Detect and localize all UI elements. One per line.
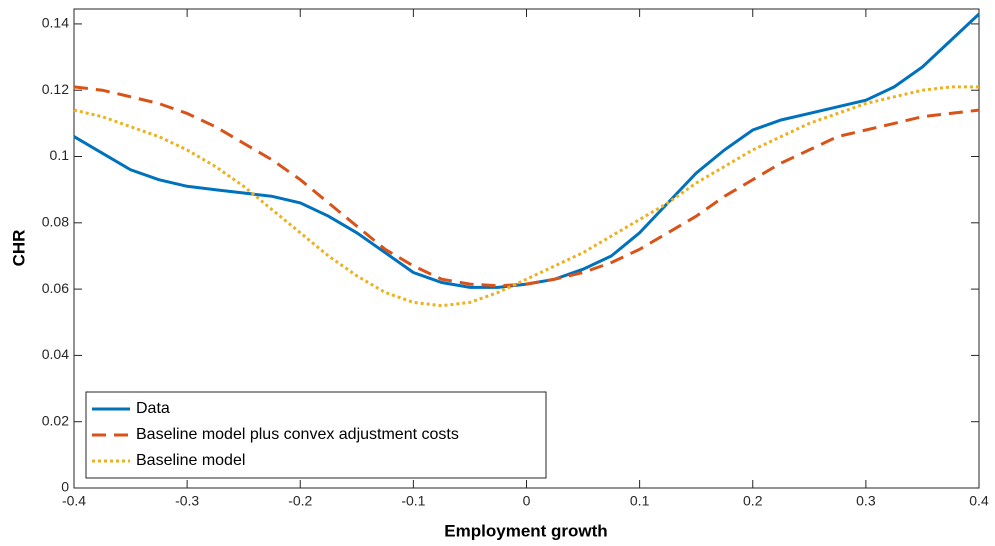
y-tick-label: 0 — [61, 479, 69, 495]
x-tick-label: -0.1 — [401, 493, 425, 509]
x-axis-label: Employment growth — [444, 521, 607, 540]
y-tick-label: 0.14 — [42, 15, 69, 31]
x-tick-label: 0.1 — [630, 493, 650, 509]
line-series — [73, 85, 979, 308]
x-tick-label: -0.4 — [62, 493, 86, 509]
x-tick-label: -0.3 — [175, 493, 199, 509]
legend-label: Data — [136, 400, 170, 417]
x-tick-label: -0.2 — [288, 493, 312, 509]
x-tick-label: 0.2 — [743, 493, 763, 509]
y-tick-label: 0.04 — [42, 346, 69, 362]
legend-label: Baseline model — [136, 452, 245, 469]
y-tick-label: 0.02 — [42, 412, 69, 428]
x-tick-label: 0 — [523, 493, 531, 509]
y-axis-label: CHR — [9, 230, 28, 267]
y-tick-label: 0.08 — [42, 214, 69, 230]
y-tick-label: 0.12 — [42, 81, 69, 97]
x-tick-label: 0.4 — [969, 493, 989, 509]
x-tick-label: 0.3 — [856, 493, 876, 509]
y-tick-label: 0.1 — [50, 147, 70, 163]
y-tick-label: 0.06 — [42, 280, 69, 296]
legend-box — [85, 391, 547, 479]
line-series — [73, 85, 980, 288]
legend-label: Baseline model plus convex adjustment co… — [136, 426, 459, 443]
